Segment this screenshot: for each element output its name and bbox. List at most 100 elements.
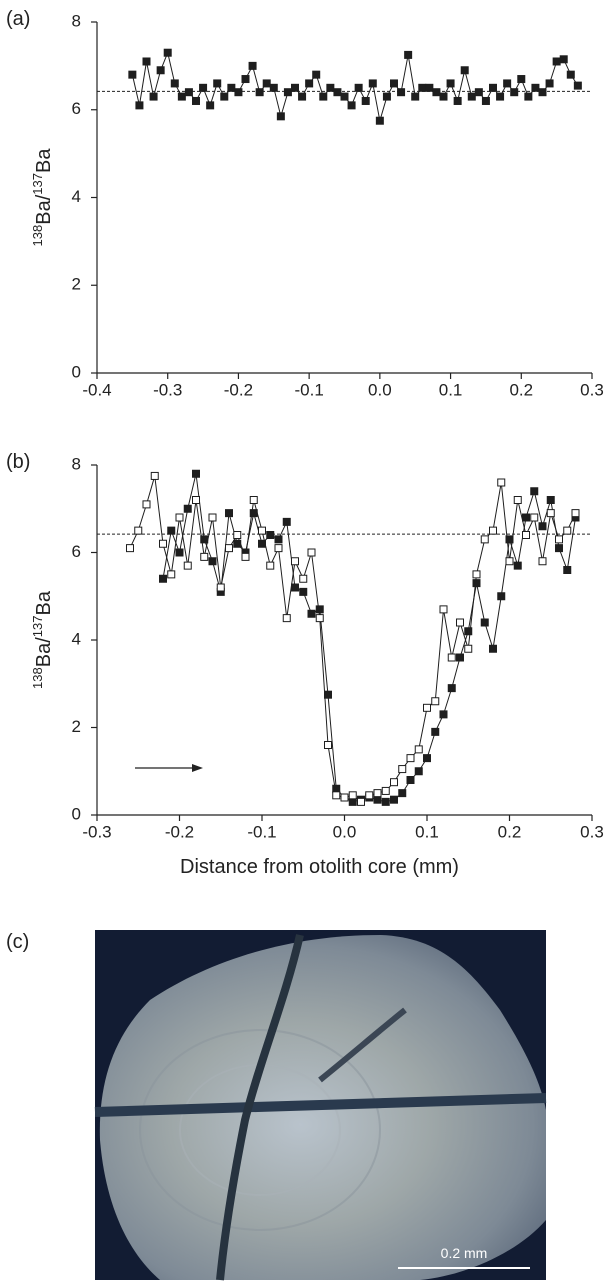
data-point	[276, 112, 285, 121]
data-point	[505, 557, 514, 566]
crack	[318, 1007, 407, 1083]
data-point	[390, 778, 398, 787]
data-point	[333, 88, 342, 97]
data-point	[390, 795, 398, 804]
data-point	[227, 83, 236, 92]
data-point	[354, 83, 363, 92]
crack	[216, 934, 304, 1281]
x-tick-label: 0.0	[333, 822, 357, 841]
data-point	[199, 83, 208, 92]
data-point	[381, 797, 390, 806]
data-point	[489, 83, 497, 92]
data-point	[382, 92, 391, 101]
y-axis-label: 138Ba/137Ba	[30, 590, 55, 689]
isotope-mass: 138	[30, 667, 45, 689]
data-point	[510, 88, 519, 97]
element: Ba	[33, 148, 55, 173]
direction-arrow	[135, 764, 203, 772]
data-point	[183, 504, 192, 513]
data-point	[175, 548, 184, 557]
data-point	[481, 96, 490, 105]
data-point	[447, 653, 456, 662]
data-point	[464, 627, 473, 636]
data-point	[233, 531, 242, 539]
data-point	[406, 776, 415, 784]
data-point	[128, 70, 137, 79]
data-point	[248, 61, 257, 70]
y-tick-label: 6	[72, 542, 81, 561]
data-point	[291, 583, 299, 592]
data-point	[414, 767, 423, 776]
data-point	[357, 797, 365, 806]
data-point	[522, 531, 530, 539]
data-point	[192, 96, 200, 105]
data-point	[299, 587, 308, 596]
data-point	[397, 88, 406, 97]
data-point	[269, 83, 278, 92]
data-point	[175, 513, 184, 522]
data-point	[348, 791, 357, 800]
x-tick-label: 0.0	[368, 380, 392, 399]
data-point	[513, 561, 522, 570]
data-point	[555, 535, 563, 544]
data-point	[340, 793, 349, 802]
data-point	[262, 79, 271, 88]
data-point	[545, 79, 554, 88]
x-tick-label: 0.3	[580, 380, 604, 399]
y-tick-label: 4	[72, 187, 81, 206]
data-point	[206, 101, 215, 110]
data-point	[538, 88, 547, 97]
data-point	[381, 786, 390, 795]
data-point	[480, 618, 489, 627]
data-point	[282, 517, 291, 526]
x-tick-label: 0.2	[509, 380, 533, 399]
data-point	[220, 92, 229, 101]
series-line	[129, 475, 576, 803]
data-point	[326, 83, 335, 92]
data-point	[456, 653, 464, 662]
data-point	[324, 690, 332, 699]
data-point	[249, 496, 258, 504]
isotope-mass: 138	[30, 225, 45, 247]
data-point	[559, 55, 568, 64]
data-point	[531, 83, 540, 92]
data-point	[307, 548, 316, 557]
data-point	[563, 526, 572, 535]
data-point	[291, 557, 299, 566]
data-point	[126, 544, 134, 553]
data-point	[159, 574, 167, 583]
data-point	[184, 88, 193, 97]
data-point	[546, 509, 555, 518]
data-point	[200, 552, 209, 561]
x-tick-label: -0.2	[224, 380, 253, 399]
panel-label: (c)	[6, 931, 29, 953]
data-point	[368, 79, 377, 88]
data-point	[464, 644, 473, 653]
data-point	[398, 789, 407, 798]
data-point	[255, 88, 264, 97]
data-point	[163, 48, 172, 57]
data-point	[418, 83, 427, 92]
data-point	[517, 75, 526, 84]
data-point	[142, 57, 151, 66]
data-point	[472, 579, 481, 588]
data-point	[142, 500, 151, 509]
data-point	[411, 92, 420, 101]
y-tick-label: 6	[72, 99, 81, 118]
element: Ba	[33, 590, 55, 615]
x-tick-label: -0.1	[294, 380, 323, 399]
data-point	[274, 544, 283, 553]
data-point	[496, 92, 505, 101]
data-point	[423, 703, 431, 712]
data-point	[266, 531, 275, 539]
element: Ba/	[33, 637, 55, 667]
x-tick-label: 0.3	[580, 822, 604, 841]
x-tick-label: -0.3	[82, 822, 111, 841]
data-point	[283, 88, 292, 97]
data-point	[361, 96, 370, 105]
x-tick-label: -0.1	[247, 822, 276, 841]
data-point	[489, 526, 497, 535]
data-point	[149, 92, 158, 101]
data-point	[347, 101, 356, 110]
